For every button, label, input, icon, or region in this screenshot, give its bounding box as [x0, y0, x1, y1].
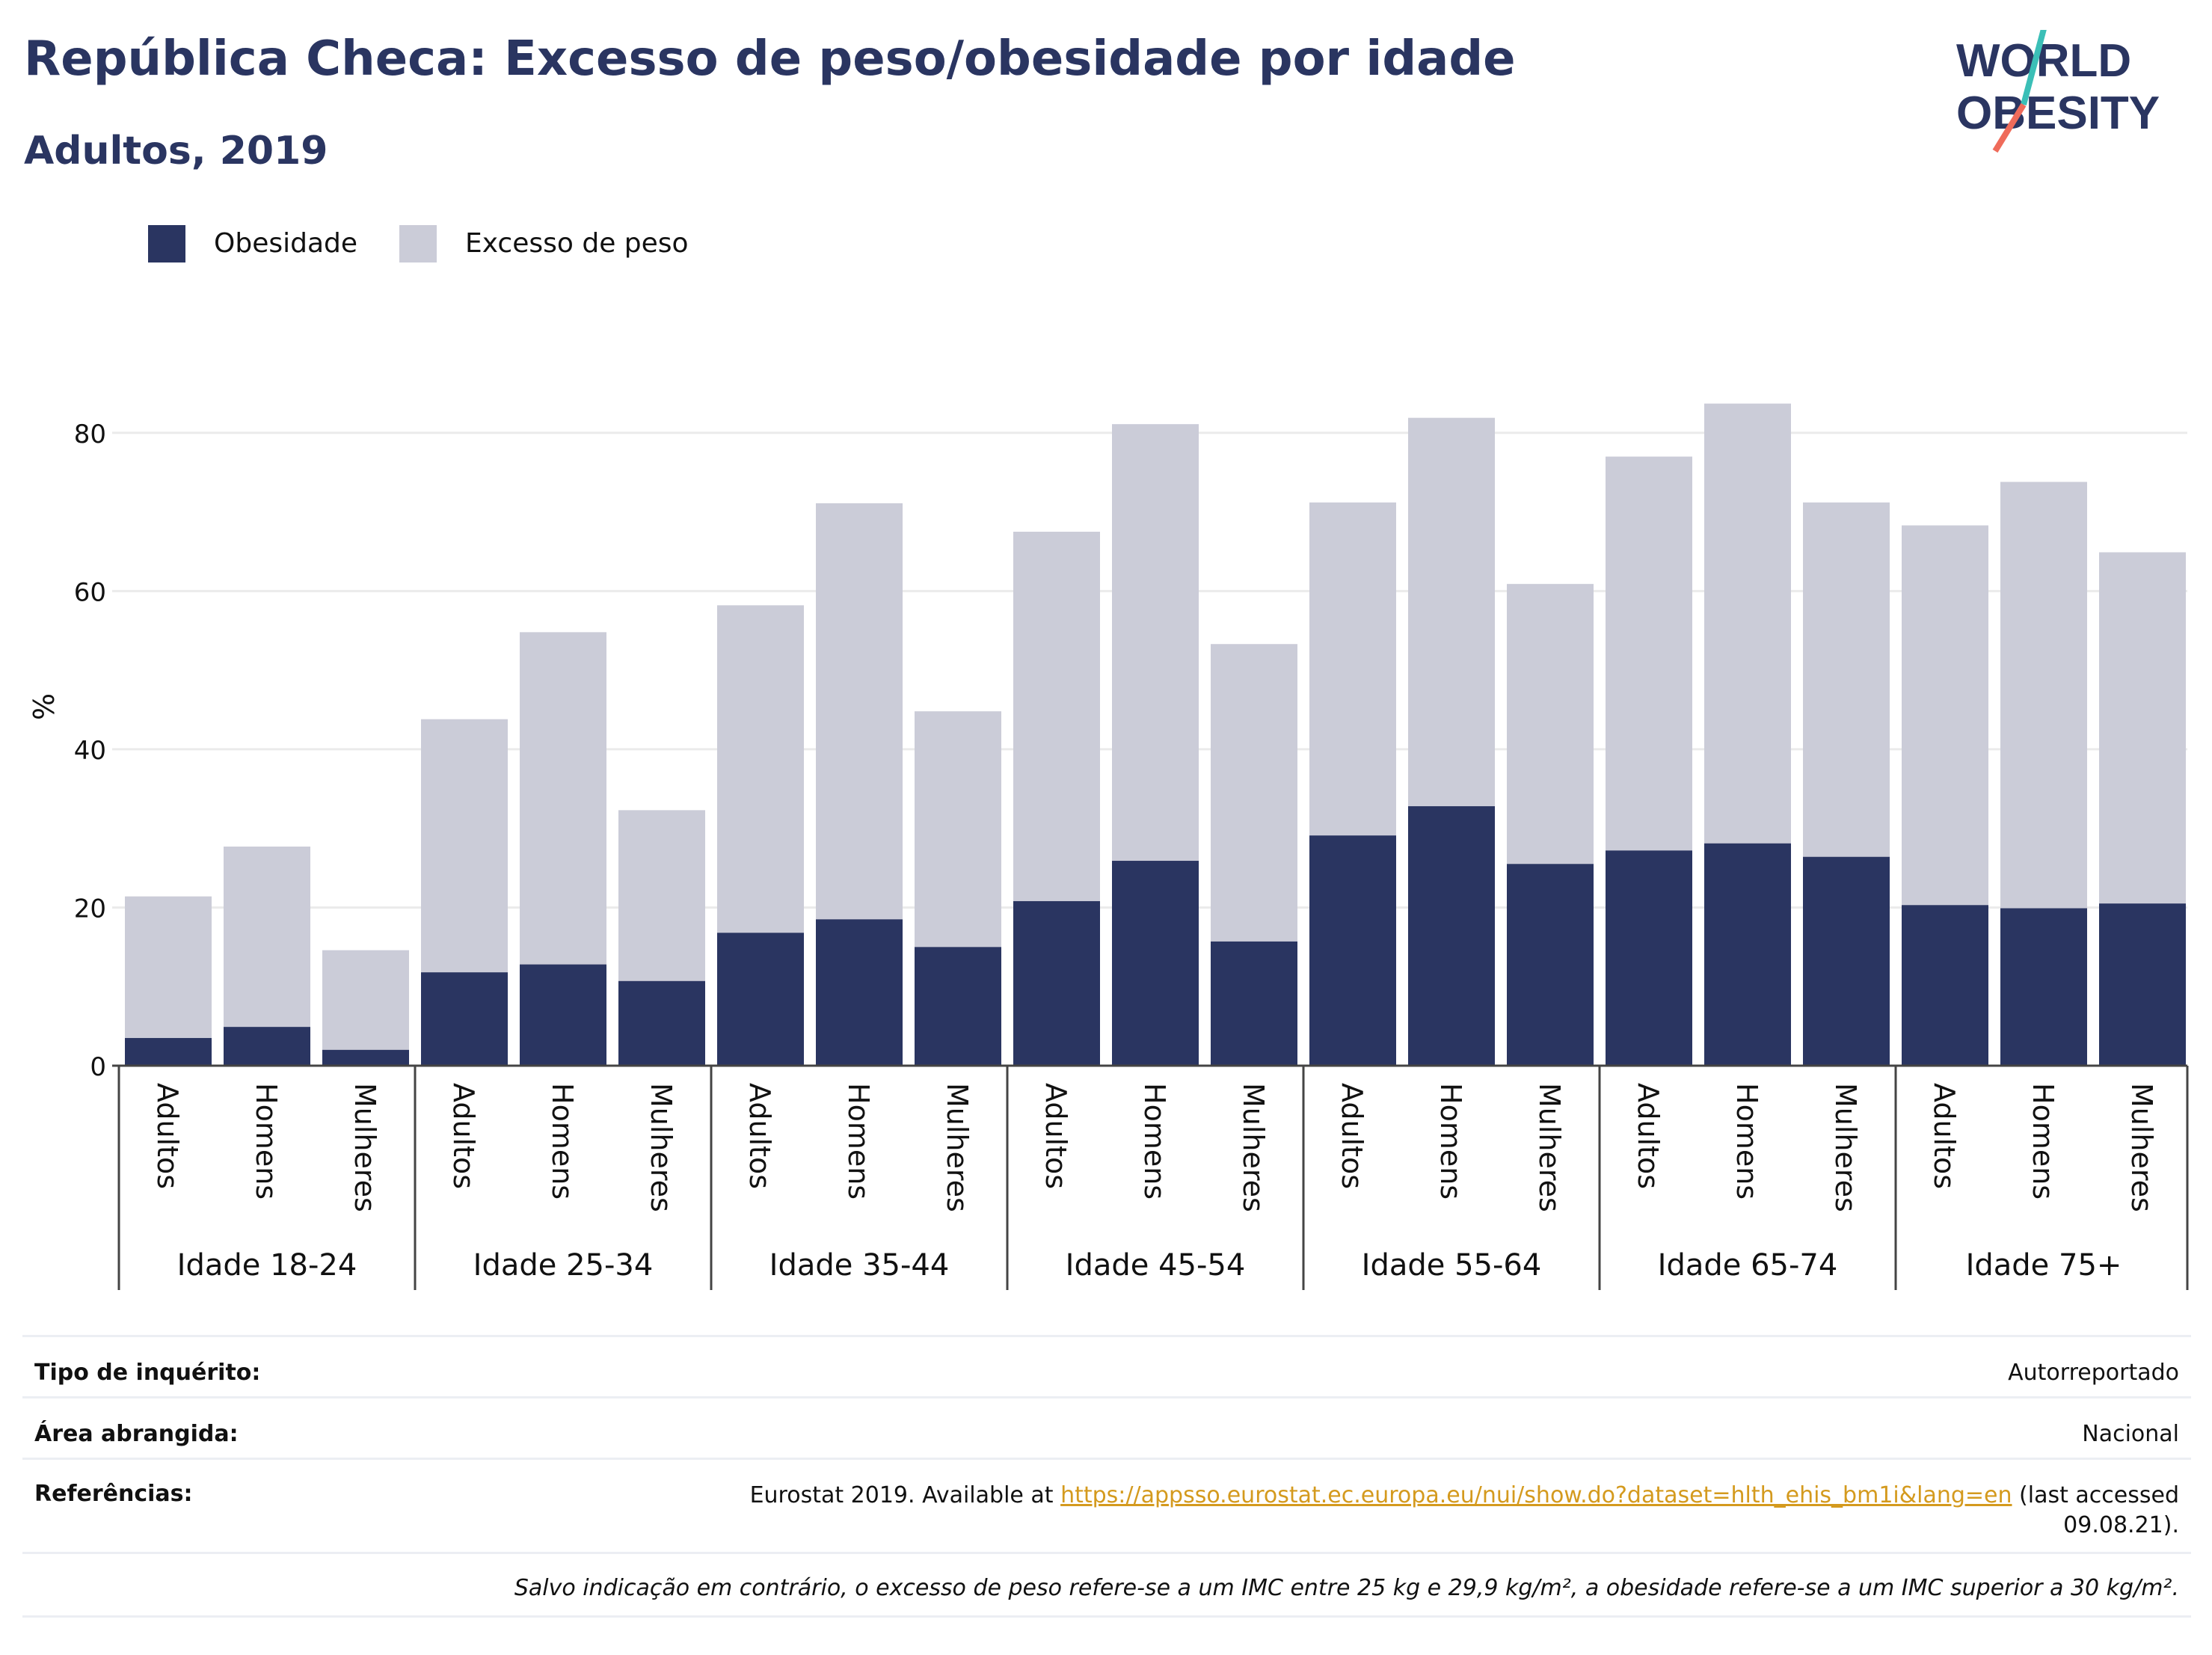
y-tick-label-40: 40 [74, 736, 106, 766]
bar-obesidade-0 [125, 1037, 212, 1066]
bar-obesidade-2 [322, 1049, 409, 1066]
x-tick-label-17: Mulheres [1829, 1083, 1862, 1212]
references-link[interactable]: https://appsso.eurostat.ec.europa.eu/nui… [1060, 1482, 2012, 1508]
bar-obesidade-14 [1507, 864, 1594, 1066]
group-label-3: Idade 45-54 [1066, 1248, 1246, 1283]
x-tick-label-9: Adultos [1039, 1083, 1072, 1189]
x-tick-label-15: Adultos [1632, 1083, 1665, 1189]
group-label-1: Idade 25-34 [473, 1248, 654, 1283]
chart-title: República Checa: Excesso de peso/obesida… [24, 31, 1516, 87]
x-tick-label-13: Homens [1434, 1083, 1467, 1200]
group-label-4: Idade 55-64 [1362, 1248, 1542, 1283]
x-tick-label-16: Homens [1730, 1083, 1763, 1200]
group-label-5: Idade 65-74 [1658, 1248, 1838, 1283]
info-row-references: Referências: Eurostat 2019. Available at… [22, 1458, 2191, 1553]
bar-obesidade-16 [1704, 843, 1791, 1066]
group-label-0: Idade 18-24 [177, 1248, 357, 1283]
bar-obesidade-19 [2000, 908, 2087, 1066]
x-tick-label-3: Adultos [447, 1083, 480, 1189]
references-value: Eurostat 2019. Available at https://apps… [750, 1481, 2179, 1541]
bar-obesidade-13 [1408, 806, 1495, 1066]
bar-obesidade-20 [2099, 903, 2186, 1066]
x-tick-label-10: Homens [1138, 1083, 1171, 1200]
axes: 0 20 40 60 80% Adultos Homens Mulheres Adultos Ho… [28, 420, 2189, 1290]
bar-obesidade-4 [520, 964, 606, 1066]
area-label: Área abrangida: [34, 1421, 239, 1447]
y-axis-label: % [28, 693, 61, 720]
x-tick-label-14: Mulheres [1533, 1083, 1566, 1212]
x-tick-label-18: Adultos [1928, 1083, 1961, 1189]
bar-obesidade-5 [618, 980, 705, 1066]
references-suffix-2: 09.08.21). [2063, 1512, 2179, 1538]
x-tick-label-11: Mulheres [1237, 1083, 1270, 1212]
y-tick-label-0: 0 [90, 1052, 106, 1082]
bar-obesidade-6 [717, 933, 804, 1066]
logo-line1: WORLD [1956, 35, 2131, 87]
x-tick-label-20: Mulheres [2125, 1083, 2158, 1212]
definition-note: Salvo indicação em contrário, o excesso … [514, 1575, 2179, 1601]
chart-subtitle: Adultos, 2019 [24, 129, 328, 174]
x-tick-label-1: Homens [250, 1083, 283, 1200]
logo-coral-stroke [1992, 102, 2027, 153]
bar-obesidade-10 [1112, 861, 1199, 1066]
legend-label-obesidade: Obesidade [214, 228, 358, 259]
info-row-area: Área abrangida: Nacional [22, 1396, 2191, 1458]
bar-obesidade-15 [1606, 850, 1692, 1066]
group-label-2: Idade 35-44 [769, 1248, 950, 1283]
x-tick-label-2: Mulheres [348, 1083, 381, 1212]
x-tick-label-12: Adultos [1336, 1083, 1368, 1189]
group-label-6: Idade 75+ [1966, 1248, 2122, 1283]
x-tick-label-5: Mulheres [645, 1083, 678, 1212]
x-tick-label-4: Homens [546, 1083, 579, 1200]
y-tick-label-80: 80 [74, 420, 106, 449]
bar-obesidade-12 [1309, 835, 1396, 1066]
references-suffix-1: (last accessed [2012, 1482, 2179, 1508]
x-tick-label-7: Homens [842, 1083, 875, 1200]
bar-chart: 0 20 40 60 80% Adultos Homens Mulheres Adultos Ho… [28, 403, 2189, 1290]
legend-label-excesso-de-peso: Excesso de peso [465, 228, 689, 259]
area-value: Nacional [2082, 1421, 2179, 1447]
bar-obesidade-11 [1211, 941, 1297, 1066]
survey-type-label: Tipo de inquérito: [34, 1360, 261, 1386]
survey-type-value: Autorreportado [2008, 1360, 2179, 1386]
info-table: Tipo de inquérito: Autorreportado Área a… [22, 1335, 2191, 1619]
y-tick-label-60: 60 [74, 577, 106, 607]
bar-obesidade-18 [1902, 905, 1988, 1066]
references-label: Referências: [34, 1481, 193, 1507]
bar-obesidade-7 [816, 919, 903, 1066]
references-prefix: Eurostat 2019. Available at [749, 1482, 1061, 1508]
x-tick-label-19: Homens [2027, 1083, 2059, 1200]
y-tick-label-20: 20 [74, 894, 106, 924]
info-row-survey-type: Tipo de inquérito: Autorreportado [22, 1335, 2191, 1397]
legend-swatch-obesidade [148, 225, 185, 262]
bar-obesidade-17 [1803, 856, 1890, 1066]
bar-excesso-de-peso-2 [322, 950, 409, 1066]
x-tick-label-6: Adultos [743, 1083, 776, 1189]
logo-teal-stroke [2021, 30, 2047, 106]
legend-swatch-excesso-de-peso [399, 225, 437, 262]
world-obesity-logo: WORLD OBESITY [1956, 30, 2160, 153]
bar-obesidade-1 [224, 1027, 310, 1066]
bar-obesidade-9 [1013, 900, 1100, 1066]
info-row-note: Salvo indicação em contrário, o excesso … [22, 1552, 2191, 1618]
bars [125, 403, 2186, 1066]
bar-obesidade-8 [915, 947, 1001, 1066]
bar-obesidade-3 [421, 972, 508, 1066]
x-tick-label-8: Mulheres [941, 1083, 974, 1212]
x-tick-label-0: Adultos [151, 1083, 184, 1189]
logo-line2: OBESITY [1956, 87, 2160, 139]
bar-excesso-de-peso-0 [125, 896, 212, 1066]
